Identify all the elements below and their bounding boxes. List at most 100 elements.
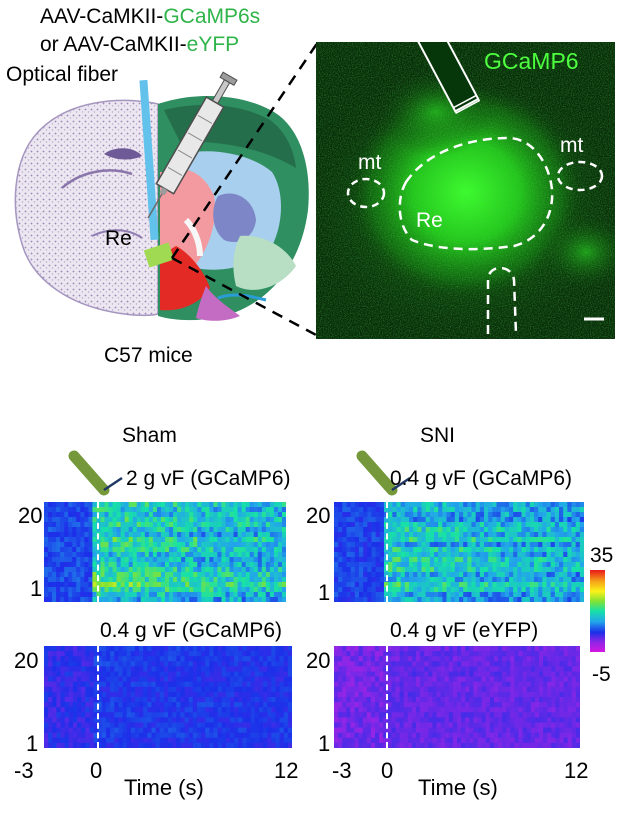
heatmap-cell xyxy=(189,557,194,563)
heatmap-cell xyxy=(124,522,130,528)
heatmap-cell xyxy=(201,587,206,593)
heatmap-cell xyxy=(160,552,166,558)
heatmap-cell xyxy=(68,552,73,558)
heatmap-cell xyxy=(237,532,243,538)
heatmap-cell xyxy=(543,727,548,734)
heatmap-cell xyxy=(155,676,161,683)
heatmap-cell xyxy=(473,697,479,703)
heatmap-cell xyxy=(350,702,356,708)
heatmap-cell xyxy=(434,577,439,583)
heatmap-cell xyxy=(237,577,243,583)
heatmap-cell xyxy=(428,737,433,744)
heatmap-cell xyxy=(201,697,206,703)
heatmap-cell xyxy=(122,697,128,703)
heatmap-cell xyxy=(496,592,502,598)
heatmap-cell xyxy=(56,502,61,508)
heatmap-cell xyxy=(518,702,524,708)
heatmap-cell xyxy=(176,742,181,748)
heatmap-cell xyxy=(249,517,255,523)
heatmap-cell xyxy=(438,517,443,523)
heatmap-cell xyxy=(579,512,584,518)
heatmap-cell xyxy=(500,587,506,593)
heatmap-cell xyxy=(517,522,523,528)
heatmap-cell xyxy=(467,587,473,593)
heatmap-cell xyxy=(440,697,446,703)
heatmap-cell xyxy=(379,651,384,657)
heatmap-cell xyxy=(246,671,252,678)
heatmap-cell xyxy=(169,527,174,533)
heatmap-cell xyxy=(432,732,438,739)
heatmap-cell xyxy=(116,582,122,588)
heatmap-cell xyxy=(48,707,53,713)
heatmap-cell xyxy=(383,727,388,734)
heatmap-cell xyxy=(452,681,458,688)
heatmap-cell xyxy=(217,686,223,693)
heatmap-cell xyxy=(177,547,182,553)
heatmap-cell xyxy=(367,572,373,578)
heatmap-cell xyxy=(85,717,91,724)
heatmap-cell xyxy=(85,737,91,744)
heatmap-cell xyxy=(440,737,446,744)
heatmap-cell xyxy=(367,527,373,533)
heatmap-cell xyxy=(221,656,227,662)
heatmap-cell xyxy=(409,547,414,553)
heatmap-cell xyxy=(575,656,580,662)
heatmap-cell xyxy=(205,592,210,598)
heatmap-cell xyxy=(261,577,267,583)
heatmap-cell xyxy=(139,646,144,652)
heatmap-cell xyxy=(338,681,343,688)
heatmap-cell xyxy=(180,671,186,678)
heatmap-cell xyxy=(72,522,77,528)
heatmap-cell xyxy=(420,712,425,718)
heatmap-cell xyxy=(233,547,239,553)
heatmap-cell xyxy=(169,507,174,513)
heatmap-cell xyxy=(44,502,49,508)
heatmap-cell xyxy=(554,507,560,513)
heatmap-cell xyxy=(281,567,286,573)
heatmap-cell xyxy=(205,737,210,744)
heatmap-cell xyxy=(517,532,523,538)
heatmap-cell xyxy=(547,712,552,718)
heatmap-cell xyxy=(193,562,198,568)
heatmap-cell xyxy=(342,732,347,739)
heatmap-cell xyxy=(454,527,460,533)
heatmap-cell xyxy=(128,532,134,538)
heatmap-cell xyxy=(392,597,398,602)
heatmap-cell xyxy=(471,572,477,578)
heatmap-cell xyxy=(459,547,464,553)
heatmap-cell xyxy=(229,577,235,583)
heatmap-cell xyxy=(81,686,86,693)
heatmap-cell xyxy=(160,572,166,578)
heatmap-cell xyxy=(140,522,146,528)
heatmap-cell xyxy=(197,557,202,563)
heatmap-cell xyxy=(452,656,458,662)
heatmap-cell xyxy=(64,697,70,703)
heatmap-cell xyxy=(81,656,86,662)
heatmap-cell xyxy=(233,597,239,602)
heatmap-cell xyxy=(189,542,194,548)
heatmap-cell xyxy=(275,681,281,688)
heatmap-cell xyxy=(44,542,49,548)
heatmap-cell xyxy=(416,712,421,718)
heatmap-cell xyxy=(388,527,393,533)
heatmap-cell xyxy=(277,522,283,528)
x-tick-start-sham: -3 xyxy=(14,758,34,783)
heatmap-cell xyxy=(97,717,103,724)
heatmap-cell xyxy=(379,646,384,652)
heatmap-cell xyxy=(233,582,239,588)
heatmap-cell xyxy=(185,592,190,598)
heatmap-cell xyxy=(517,502,523,508)
heatmap-cell xyxy=(108,532,114,538)
heatmap-cell xyxy=(358,646,364,652)
heatmap-cell xyxy=(502,651,507,657)
heatmap-cell xyxy=(246,656,252,662)
heatmap-cell xyxy=(234,732,239,739)
heatmap-cell xyxy=(429,562,435,568)
heatmap-cell xyxy=(60,681,66,688)
heatmap-cell xyxy=(525,507,531,513)
heatmap-cell xyxy=(465,691,470,698)
heatmap-cell xyxy=(551,656,556,662)
heatmap-cell xyxy=(432,676,438,683)
heatmap-cell xyxy=(375,732,380,739)
heatmap-cell xyxy=(139,707,144,713)
